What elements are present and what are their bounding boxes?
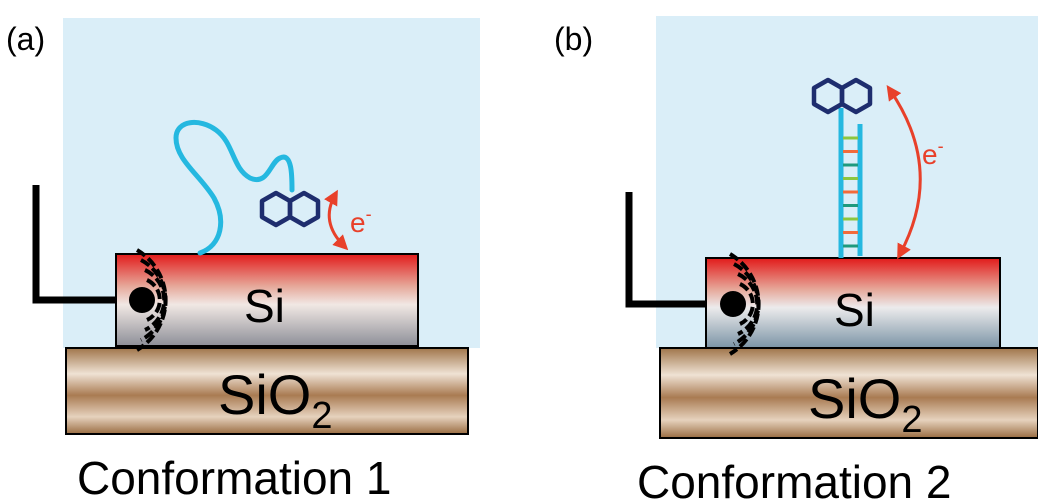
caption: Conformation 2 — [637, 456, 952, 501]
electron-label: e- — [922, 136, 944, 170]
electron-transfer-arrow — [324, 189, 349, 251]
signal-waves-icon — [728, 252, 761, 356]
signal-waves-icon — [135, 248, 168, 352]
sio2-substrate — [659, 347, 1038, 439]
electrode-wire — [625, 192, 730, 308]
si-channel — [705, 257, 1001, 349]
substrate-label: SiO2 — [218, 363, 333, 437]
panel-letter: (b) — [554, 21, 593, 57]
substrate-label: SiO2 — [808, 367, 923, 441]
panel-a: (a) SiO2 Si e- Conformati — [6, 18, 480, 501]
sio2-substrate — [65, 347, 469, 435]
electron-label: e- — [350, 204, 372, 238]
electrode-wire — [32, 185, 140, 304]
base-pairs — [843, 136, 858, 248]
caption: Conformation 1 — [77, 452, 392, 501]
naphthalene-icon — [259, 190, 321, 228]
panel-letter: (a) — [6, 21, 45, 57]
panel-b: (b) SiO2 Si e- — [554, 16, 1038, 501]
electrode-contact — [129, 287, 155, 313]
electron-transfer-arrow — [886, 85, 922, 260]
dna-strand-flexible — [173, 120, 295, 256]
naphthalene-icon — [811, 77, 873, 115]
channel-label: Si — [244, 280, 285, 332]
electrode-contact — [720, 291, 746, 317]
channel-label: Si — [834, 284, 875, 336]
